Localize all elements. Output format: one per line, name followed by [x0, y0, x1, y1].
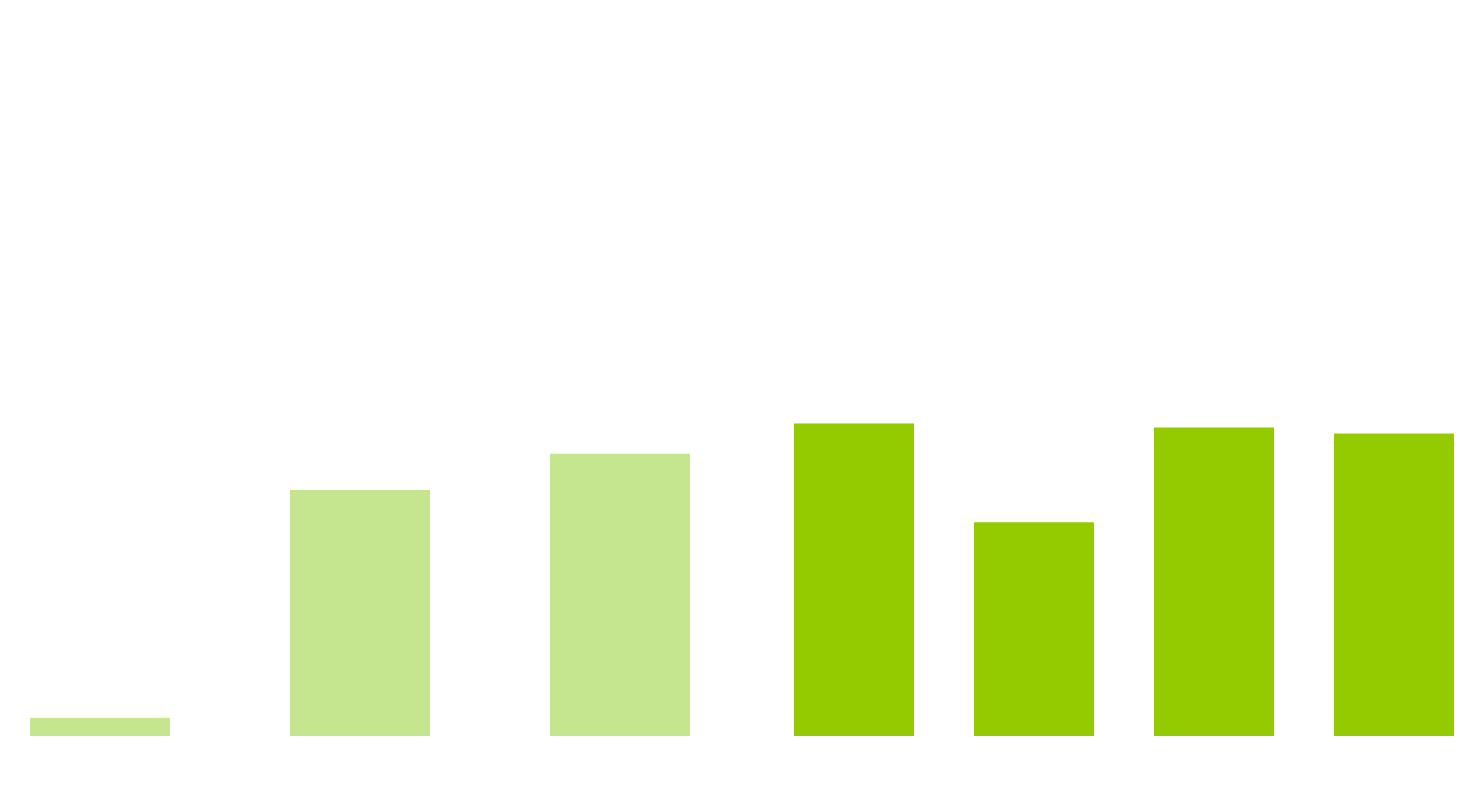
bar-4 — [794, 423, 914, 736]
bar-6 — [1154, 427, 1274, 736]
bar-2 — [290, 489, 430, 736]
bar-5 — [974, 522, 1094, 736]
bars-group — [30, 423, 1454, 736]
bar-3 — [550, 453, 690, 736]
bar-1 — [30, 717, 170, 736]
bar-7 — [1334, 433, 1454, 736]
